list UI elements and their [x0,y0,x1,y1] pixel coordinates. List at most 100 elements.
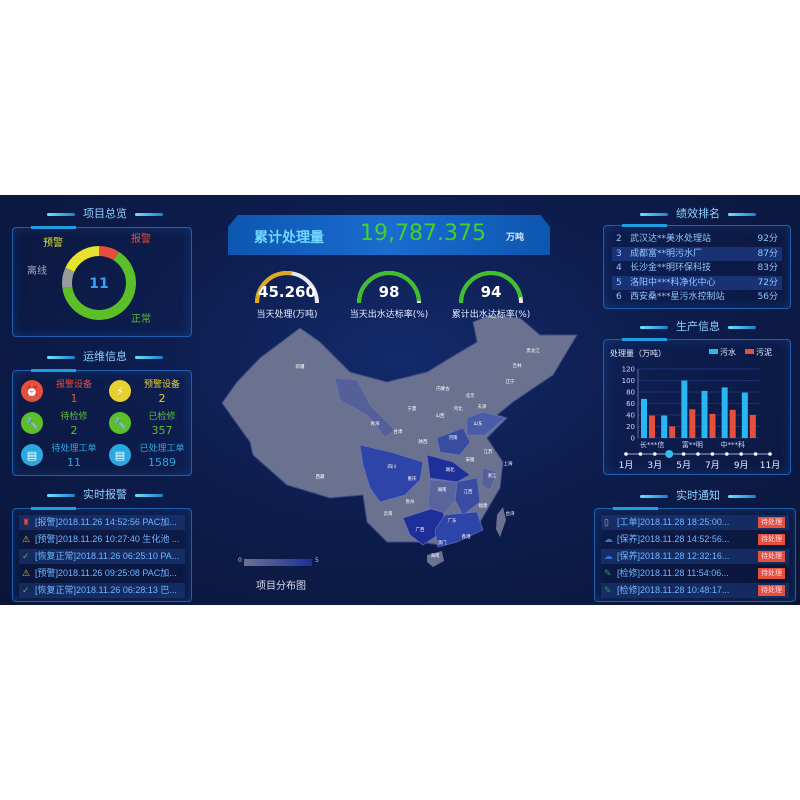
notices-item[interactable]: ▯ [工单]2018.11.28 18:25:00... 待处理 [601,515,789,530]
map-province-label: 江苏 [484,448,493,455]
pending-badge[interactable]: 待处理 [758,585,785,596]
notices-item-text: [检修]2018.11.28 10:48:17... [617,585,730,595]
alarms-item[interactable]: ✓ [恢复正常]2018.11.26 06:28:13 巴... [19,583,185,598]
alarm-icon: ♜ [22,517,31,527]
pending-badge[interactable]: 待处理 [758,551,785,562]
map-region-hainan [427,551,444,567]
alarms-item-text: [恢复正常]2018.11.26 06:25:10 PA... [35,551,180,561]
pending-badge[interactable]: 待处理 [758,568,785,579]
alarm-light-icon: ⏰ [21,380,43,402]
alarms-item[interactable]: ⚠ [预警]2018.11.26 10:27:40 生化池 ... [19,532,185,547]
alarms-item[interactable]: ⚠ [预警]2018.11.26 09:25:08 PAC加... [19,566,185,581]
ops-item: 预警设备 2 [127,377,197,405]
alarms-item[interactable]: ✓ [恢复正常]2018.11.26 06:25:10 PA... [19,549,185,564]
warning-icon: ⚠ [22,534,31,544]
map-province-label: 山西 [436,412,445,419]
summary-banner: 累计处理量 19,787.375 万吨 [228,215,550,255]
timeline-dot[interactable] [638,452,643,456]
ops-item-label: 已处理工单 [139,444,185,454]
notices-item[interactable]: ☁ [保养]2018.11.28 14:52:56... 待处理 [601,532,789,547]
ops-item-label: 预警设备 [143,380,180,390]
dashboard: 项目总览 报警 正常 离线 预警 11 运维信息 ⏰ 报警设备 1 ⚡ 预警设备 2 🔧 待检修 2 🔧 已… [0,195,800,605]
ops-title: 运维信息 [20,348,190,364]
y-tick-label: 60 [626,400,635,408]
ranking-number: 4 [616,263,622,273]
ranking-score: 72分 [757,277,778,288]
gauge-value: 98 [378,283,400,301]
ranking-row[interactable]: 4 长沙金**明环保科技 83分 [612,261,782,275]
ranking-name: 洛阳中***科净化中心 [630,277,716,288]
summary-value: 19,787.375 [360,221,486,246]
ranking-row[interactable]: 5 洛阳中***科净化中心 72分 [612,275,782,290]
map-region-hunan [427,479,458,514]
ranking-score: 56分 [757,292,778,302]
timeline-dot[interactable] [681,452,686,456]
map-province-label: 湖南 [438,486,447,493]
map-province-label: 澳门 [438,539,447,546]
notices-item[interactable]: ☁ [保养]2018.11.28 12:32:16... 待处理 [601,549,789,564]
timeline-month-label: 1月 [619,460,634,471]
notices-item[interactable]: ✎ [检修]2018.11.28 10:48:17... 待处理 [601,583,789,598]
legend-label: 污水 [720,347,736,357]
timeline-dot[interactable] [768,452,772,456]
timeline-dot[interactable] [753,452,758,456]
ops-item: 待检修 2 [39,409,109,437]
map-province-label: 四川 [388,464,397,470]
map-province-label: 吉林 [513,362,522,369]
timeline-dot[interactable] [653,452,657,456]
map-region-sichuan [359,444,424,503]
timeline-month-label: 5月 [676,460,691,471]
alarms-panel: ♜ [报警]2018.11.26 14:52:56 PAC加... ⚠ [预警]201… [12,507,192,602]
ranking-row[interactable]: 6 西安桑***星污水控制站 56分 [612,290,782,304]
pending-badge[interactable]: 待处理 [758,517,785,528]
map-province-label: 湖北 [446,466,455,473]
timeline-dot[interactable] [725,452,729,456]
ranking-score: 92分 [757,234,778,244]
map-province-label: 陕西 [419,438,428,445]
timeline-dot[interactable] [624,452,628,456]
ranking-row[interactable]: 2 武汉达**美水处理站 92分 [612,232,782,246]
map-province-label: 香港 [462,533,471,540]
alarms-item-text: [预警]2018.11.26 09:25:08 PAC加... [35,568,177,578]
timeline-handle[interactable] [665,450,674,458]
repair-icon: ✎ [604,585,612,595]
timeline-dot[interactable] [710,452,715,456]
bar-污泥 [689,409,696,438]
map-province-label: 黑龙江 [526,347,540,354]
document-icon: ▤ [21,444,43,466]
production-bar-chart: 处理量（万吨） 0 20 40 60 80 100 120 污水 污泥长***信 富**明 中***科… [610,347,780,471]
ranking-number: 6 [616,292,622,302]
alarms-item[interactable]: ♜ [报警]2018.11.26 14:52:56 PAC加... [19,515,185,530]
donut-label-2: 离线 [27,264,47,277]
map-province-label: 青海 [371,420,380,427]
bar-污水 [741,392,748,438]
ops-panel: ⏰ 报警设备 1 ⚡ 预警设备 2 🔧 待检修 2 🔧 已检修 357 ▤ 待处理工单 11 ▤ 已处理工单 15… [12,369,192,476]
y-tick-label: 40 [626,412,635,420]
gauge-fill [357,271,421,304]
ranking-row[interactable]: 3 成都富**明污水厂 87分 [612,246,782,261]
gauge-label: 当天出水达标率(%) [349,310,429,320]
map-province-label: 福建 [479,502,488,509]
donut-total: 11 [89,276,108,292]
donut-label-1: 正常 [131,312,151,325]
ops-item-value: 11 [67,456,81,469]
map-province-label: 辽宁 [506,378,515,385]
map-legend-max: 5 [315,557,319,564]
timeline-dot[interactable] [696,452,700,456]
timeline-month-label: 7月 [705,460,720,471]
ranking-number: 2 [616,234,622,244]
map-province-label: 台湾 [506,510,515,517]
map-region-taiwan [496,507,506,537]
map-region-gansu [334,377,396,438]
ops-item-label: 已检修 [148,412,176,422]
production-title: 生产信息 [608,318,788,334]
gauge-value: 45.260 [258,283,316,301]
bar-污水 [721,387,728,438]
timeline-dot[interactable] [739,452,743,456]
pending-badge[interactable]: 待处理 [758,534,785,545]
notices-item[interactable]: ✎ [检修]2018.11.28 11:54:06... 待处理 [601,566,789,581]
check-icon: ✓ [22,585,30,595]
notices-item-text: [检修]2018.11.28 11:54:06... [617,568,729,578]
